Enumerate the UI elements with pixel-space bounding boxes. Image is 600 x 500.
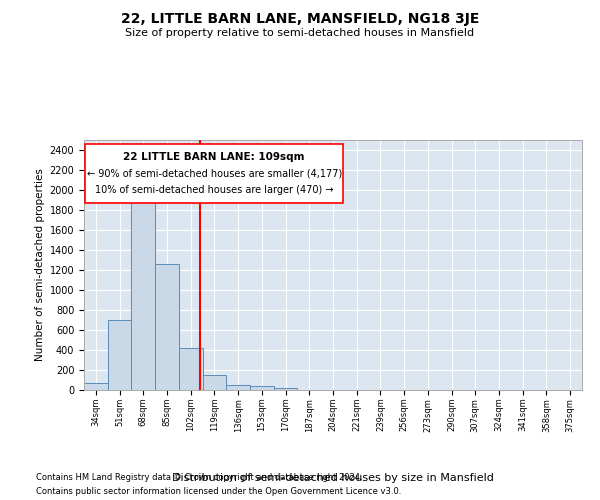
Text: 22, LITTLE BARN LANE, MANSFIELD, NG18 3JE: 22, LITTLE BARN LANE, MANSFIELD, NG18 3J… [121,12,479,26]
Bar [226,384,250,390]
Bar [250,386,274,390]
Text: 22 LITTLE BARN LANE: 109sqm: 22 LITTLE BARN LANE: 109sqm [124,152,305,162]
Bar [179,348,203,390]
Text: Contains HM Land Registry data © Crown copyright and database right 2024.: Contains HM Land Registry data © Crown c… [36,472,362,482]
Bar [131,197,155,390]
Text: 10% of semi-detached houses are larger (470) →: 10% of semi-detached houses are larger (… [95,185,334,195]
X-axis label: Distribution of semi-detached houses by size in Mansfield: Distribution of semi-detached houses by … [172,473,494,483]
Bar [84,383,108,390]
Bar [203,375,226,390]
Text: ← 90% of semi-detached houses are smaller (4,177): ← 90% of semi-detached houses are smalle… [86,168,342,178]
Y-axis label: Number of semi-detached properties: Number of semi-detached properties [35,168,46,362]
Bar [155,264,179,390]
Bar [108,320,131,390]
Text: Contains public sector information licensed under the Open Government Licence v3: Contains public sector information licen… [36,488,401,496]
Text: Size of property relative to semi-detached houses in Mansfield: Size of property relative to semi-detach… [125,28,475,38]
Bar [274,388,298,390]
